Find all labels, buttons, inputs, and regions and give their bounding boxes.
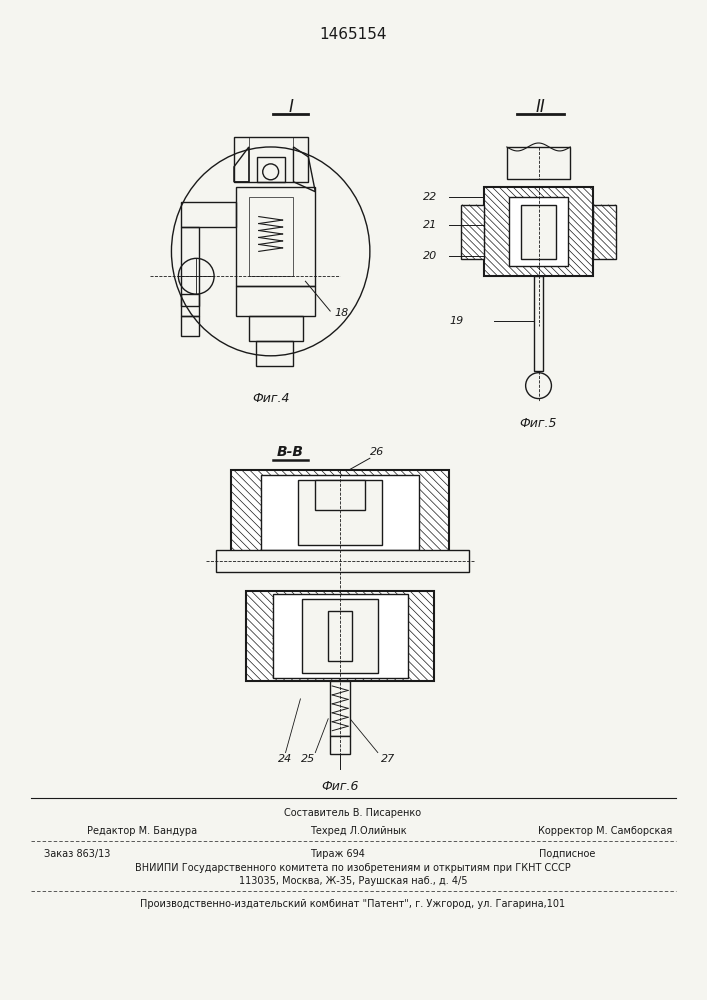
Bar xyxy=(593,205,616,259)
Bar xyxy=(461,205,484,259)
Text: 26: 26 xyxy=(370,447,384,457)
Bar xyxy=(273,594,407,678)
Text: Фиг.5: Фиг.5 xyxy=(520,417,557,430)
Bar xyxy=(520,205,556,259)
Text: Корректор М. Самборская: Корректор М. Самборская xyxy=(538,826,672,836)
Bar xyxy=(330,736,350,754)
Bar xyxy=(315,480,365,510)
Bar xyxy=(249,197,293,276)
Bar xyxy=(231,470,449,555)
Bar xyxy=(593,205,616,259)
Bar xyxy=(249,316,303,341)
Text: 24: 24 xyxy=(279,754,293,764)
Bar xyxy=(246,591,434,681)
Bar xyxy=(231,470,449,555)
Bar xyxy=(509,197,568,266)
Text: Фиг.4: Фиг.4 xyxy=(252,392,289,405)
Bar xyxy=(246,591,434,681)
Bar xyxy=(303,599,378,673)
Bar xyxy=(261,475,419,550)
Text: Заказ 863/13: Заказ 863/13 xyxy=(45,849,111,859)
Text: 20: 20 xyxy=(423,251,438,261)
Bar xyxy=(298,480,382,545)
Text: 22: 22 xyxy=(423,192,438,202)
Text: Техред Л.Олийнык: Техред Л.Олийнык xyxy=(310,826,407,836)
Text: 18: 18 xyxy=(334,308,349,318)
Text: 19: 19 xyxy=(449,316,464,326)
Bar xyxy=(461,205,484,259)
Bar xyxy=(484,187,593,276)
Text: Фиг.6: Фиг.6 xyxy=(322,780,359,793)
Bar xyxy=(484,187,593,276)
Bar xyxy=(507,147,571,179)
Bar xyxy=(273,594,407,678)
Bar xyxy=(234,137,308,182)
Text: 25: 25 xyxy=(301,754,315,764)
Bar xyxy=(182,227,199,306)
Text: 1465154: 1465154 xyxy=(320,27,387,42)
Bar xyxy=(534,276,544,371)
Text: Производственно-издательский комбинат "Патент", г. Ужгород, ул. Гагарина,101: Производственно-издательский комбинат "П… xyxy=(141,899,566,909)
Bar xyxy=(330,681,350,736)
Text: B-B: B-B xyxy=(277,445,304,459)
Bar xyxy=(509,197,568,266)
Text: 113035, Москва, Ж-35, Раушская наб., д. 4/5: 113035, Москва, Ж-35, Раушская наб., д. … xyxy=(239,876,467,886)
Bar xyxy=(236,187,315,286)
Text: 27: 27 xyxy=(380,754,395,764)
Circle shape xyxy=(525,373,551,399)
Text: Составитель В. Писаренко: Составитель В. Писаренко xyxy=(284,808,421,818)
Text: 21: 21 xyxy=(423,220,438,230)
Bar xyxy=(182,316,199,336)
Bar xyxy=(256,341,293,366)
Bar xyxy=(261,475,419,550)
Text: I: I xyxy=(288,98,293,116)
Text: Тираж 694: Тираж 694 xyxy=(310,849,366,859)
Text: Редактор М. Бандура: Редактор М. Бандура xyxy=(87,826,197,836)
Bar xyxy=(236,286,315,316)
Text: II: II xyxy=(536,98,545,116)
Bar xyxy=(216,550,469,572)
Bar xyxy=(328,611,352,661)
Text: Подписное: Подписное xyxy=(539,849,595,859)
Bar xyxy=(182,202,236,227)
Bar xyxy=(182,294,199,316)
Bar xyxy=(257,157,284,182)
Text: ВНИИПИ Государственного комитета по изобретениям и открытиям при ГКНТ СССР: ВНИИПИ Государственного комитета по изоб… xyxy=(135,863,571,873)
